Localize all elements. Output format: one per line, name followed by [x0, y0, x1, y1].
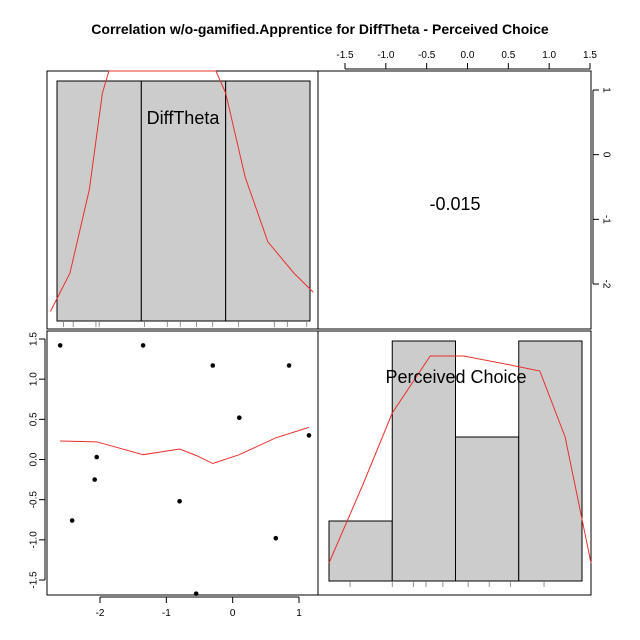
top-tick-label: -1.0	[377, 50, 395, 61]
bottom-tick-label: -2	[96, 608, 105, 619]
left-tick-label: -1.0	[29, 531, 40, 549]
panel-top-right	[317, 70, 592, 330]
density-curve	[50, 70, 314, 312]
scatter-point	[92, 477, 97, 482]
scatter-point	[286, 363, 292, 368]
right-tick-label: 1	[601, 87, 612, 93]
hist-bar	[518, 340, 583, 582]
hist-bar	[455, 436, 520, 582]
perceived-choice-label: Perceived Choice	[385, 367, 526, 387]
diff-theta-histogram	[50, 70, 314, 327]
right-tick-label: -1	[601, 215, 612, 224]
hist-bar	[328, 520, 393, 582]
top-tick-label: 0.0	[461, 50, 475, 61]
scatter-point	[210, 363, 216, 368]
axes: -2 -1 0 1 -1.5 -1.0 -0.5 0.0 0.5 1.0 1.5 -1.5 -1.0 -0…	[29, 50, 612, 619]
scatter-point	[57, 343, 63, 348]
scatter-point	[193, 591, 199, 596]
lowess-line	[60, 426, 310, 465]
top-tick-label: -1.5	[336, 50, 354, 61]
left-tick-label: 1.0	[29, 372, 40, 386]
scatter-point	[237, 415, 242, 421]
diff-theta-label: DiffTheta	[147, 108, 221, 128]
left-tick-label: -1.5	[29, 571, 40, 589]
perceived-choice-histogram	[328, 340, 592, 587]
hist-bar	[56, 80, 142, 322]
bottom-tick-label: 0	[230, 608, 236, 619]
chart-title: Correlation w/o-gamified.Apprentice for …	[91, 21, 549, 37]
left-tick-label: 1.5	[29, 332, 40, 346]
scatter-point	[69, 518, 75, 523]
scatter-point	[140, 343, 146, 348]
correlation-value: -0.015	[429, 194, 480, 214]
left-tick-label: 0.5	[29, 412, 40, 426]
right-tick-label: -2	[601, 280, 612, 289]
bottom-tick-label: 1	[296, 608, 302, 619]
top-tick-label: 1.0	[542, 50, 556, 61]
scatter-point	[273, 535, 279, 541]
density-curve	[328, 355, 592, 564]
hist-bar	[140, 80, 227, 322]
top-tick-label: 1.5	[583, 50, 597, 61]
panel-bottom-right	[317, 330, 592, 596]
left-tick-label: 0.0	[29, 452, 40, 466]
top-tick-label: -0.5	[418, 50, 436, 61]
hist-bar	[225, 80, 311, 322]
panel-bottom-left	[46, 330, 319, 596]
right-tick-label: 0	[601, 152, 612, 158]
bottom-tick-label: -1	[162, 608, 171, 619]
scatter-point	[306, 433, 312, 438]
top-tick-label: 0.5	[501, 50, 515, 61]
scatter-point	[94, 454, 99, 460]
scatter-panel	[57, 343, 312, 596]
left-tick-label: -0.5	[29, 491, 40, 509]
scatter-point	[177, 498, 182, 504]
